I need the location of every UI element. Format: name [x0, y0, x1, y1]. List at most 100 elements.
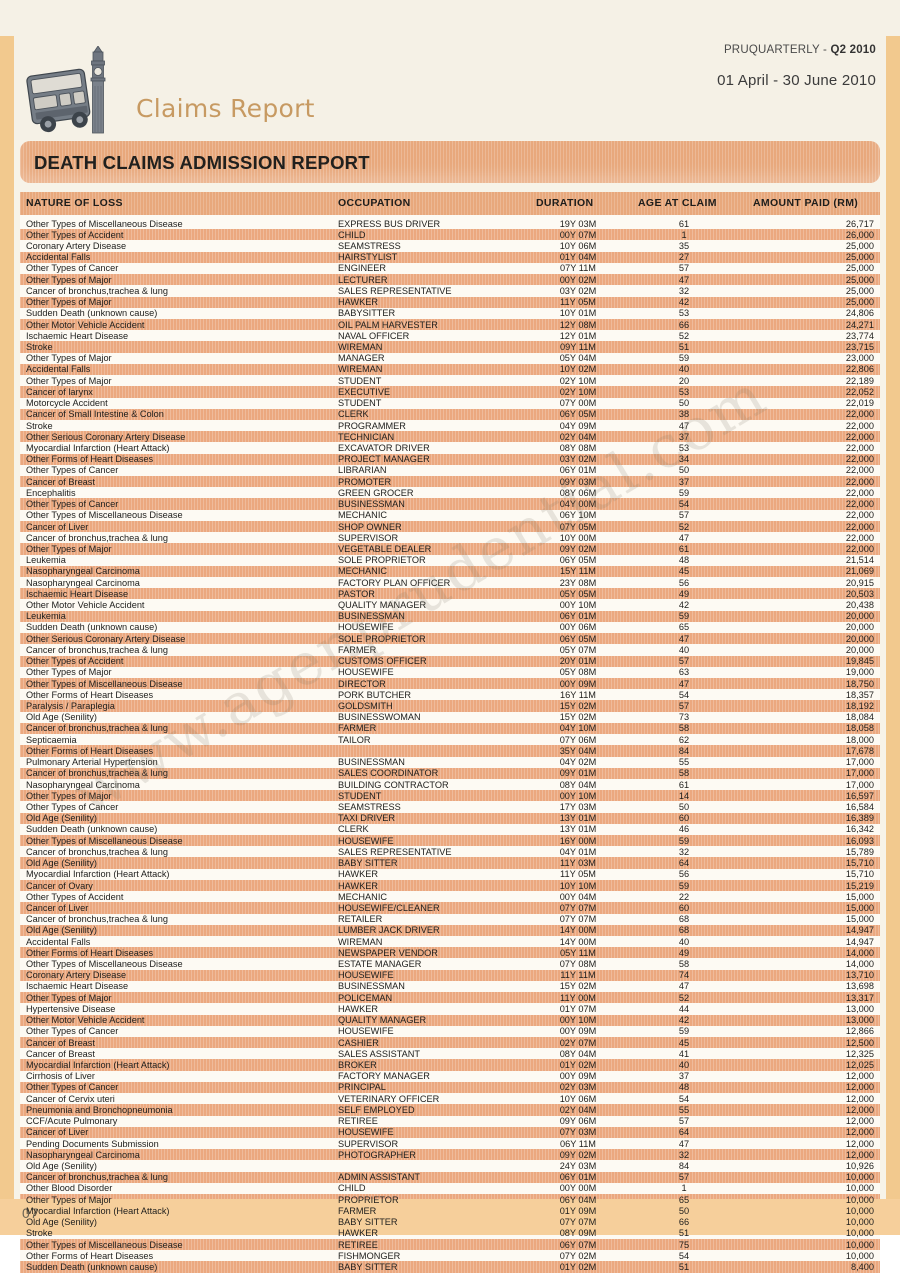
cell-age-at-claim: 52	[678, 330, 690, 341]
cell-duration: 10Y 10M	[559, 880, 597, 891]
london-bus-bigben-logo-icon	[22, 45, 132, 142]
cell-occupation: CUSTOMS OFFICER	[338, 656, 427, 667]
cell-amount-paid: 16,093	[845, 835, 874, 846]
cell-duration: 00Y 00M	[559, 1183, 597, 1194]
cell-nature-of-loss: Other Types of Major	[26, 274, 112, 285]
cell-duration: 05Y 04M	[559, 353, 597, 364]
cell-duration: 02Y 10M	[559, 375, 597, 386]
cell-amount-paid: 14,947	[845, 925, 874, 936]
cell-nature-of-loss: Leukemia	[26, 555, 66, 566]
cell-occupation: SALES ASSISTANT	[338, 1048, 421, 1059]
table-row: Nasopharyngeal Carcinoma PHOTOGRAPHER 09Y …	[20, 1149, 880, 1161]
cell-age-at-claim: 52	[678, 992, 690, 1003]
cell-age-at-claim: 51	[678, 342, 690, 352]
cell-age-at-claim: 40	[678, 364, 690, 375]
cell-duration: 10Y 06M	[559, 1093, 597, 1104]
cell-nature-of-loss: Other Types of Accident	[26, 891, 124, 902]
cell-amount-paid: 22,000	[845, 487, 874, 498]
cell-nature-of-loss: Stroke	[26, 342, 53, 352]
cell-age-at-claim: 34	[678, 454, 690, 465]
cell-amount-paid: 12,000	[845, 1149, 874, 1160]
cell-nature-of-loss: Cancer of Cervix uteri	[26, 1093, 115, 1104]
cell-amount-paid: 12,500	[845, 1037, 874, 1048]
cell-nature-of-loss: Cancer of Ovary	[26, 880, 93, 891]
cell-age-at-claim: 64	[678, 1127, 690, 1138]
cell-age-at-claim: 59	[678, 1026, 690, 1037]
cell-age-at-claim: 1	[681, 1183, 687, 1194]
cell-amount-paid: 22,000	[845, 543, 874, 554]
cell-age-at-claim: 52	[678, 521, 690, 532]
cell-duration: 07Y 05M	[559, 521, 597, 532]
table-row: Old Age (Senility) LUMBER JACK DRIVER 14Y …	[20, 924, 880, 937]
cell-occupation: CLERK	[338, 409, 369, 420]
table-row: Ischaemic Heart Disease NAVAL OFFICER 12Y …	[20, 330, 880, 342]
cell-amount-paid: 17,000	[845, 768, 874, 779]
cell-nature-of-loss: Sudden Death (unknown cause)	[26, 622, 158, 633]
cell-nature-of-loss: Other Serious Coronary Artery Disease	[26, 633, 186, 644]
cell-duration: 05Y 05M	[559, 588, 597, 599]
cell-occupation: OIL PALM HARVESTER	[338, 319, 438, 330]
cell-occupation: ADMIN ASSISTANT	[338, 1172, 421, 1183]
cell-occupation: CASHIER	[338, 1037, 379, 1048]
cell-amount-paid: 23,715	[845, 342, 874, 352]
cell-occupation: CLERK	[338, 824, 369, 835]
table-row: Accidental Falls WIREMAN 10Y 02M 40 22,806	[20, 363, 880, 376]
cell-amount-paid: 23,774	[845, 330, 874, 341]
table-row: Cancer of bronchus,trachea & lung ADMIN A…	[20, 1171, 880, 1184]
table-row: Nasopharyngeal Carcinoma MECHANIC 15Y 11M 4…	[20, 565, 880, 578]
table-row: Other Motor Vehicle Accident OIL PALM HAR…	[20, 318, 880, 331]
cell-age-at-claim: 51	[678, 1228, 690, 1239]
cell-nature-of-loss: Other Forms of Heart Diseases	[26, 454, 154, 465]
cell-occupation: GREEN GROCER	[338, 487, 414, 498]
cell-amount-paid: 21,514	[845, 555, 874, 566]
table-row: Hypertensive Disease HAWKER 01Y 07M 44 13,00…	[20, 1003, 880, 1015]
table-row: Other Types of Accident CHILD 00Y 07M 1 26,0…	[20, 229, 880, 241]
table-row: Other Forms of Heart Diseases PROJECT MAN…	[20, 453, 880, 466]
cell-amount-paid: 10,000	[845, 1172, 874, 1183]
table-row: Other Types of Major PROPRIETOR 06Y 04M 65 1…	[20, 1194, 880, 1206]
cell-age-at-claim: 57	[678, 1116, 690, 1127]
cell-occupation: CHILD	[338, 229, 366, 240]
footer-band	[0, 1199, 900, 1235]
cell-nature-of-loss: Cancer of bronchus,trachea & lung	[26, 285, 168, 296]
cell-nature-of-loss: Old Age (Senility)	[26, 712, 97, 723]
cell-amount-paid: 12,000	[845, 1104, 874, 1115]
cell-duration: 19Y 03M	[559, 218, 597, 229]
cell-age-at-claim: 54	[678, 689, 690, 700]
cell-amount-paid: 25,000	[845, 274, 874, 285]
cell-amount-paid: 12,325	[845, 1048, 874, 1059]
cell-age-at-claim: 65	[678, 1194, 690, 1205]
cell-age-at-claim: 68	[678, 925, 690, 936]
cell-duration: 08Y 04M	[559, 779, 597, 790]
table-row: Other Types of Cancer SEAMSTRESS 17Y 03M 50…	[20, 801, 880, 813]
cell-duration: 10Y 01M	[559, 308, 597, 319]
cell-amount-paid: 22,806	[845, 364, 874, 375]
cell-age-at-claim: 48	[678, 1082, 690, 1093]
cell-nature-of-loss: Other Types of Major	[26, 992, 112, 1003]
cell-nature-of-loss: Septicaemia	[26, 734, 77, 745]
table-row: Other Types of Miscellaneous Disease HOUS…	[20, 835, 880, 847]
cell-occupation: TAILOR	[338, 734, 371, 745]
report-period: 01 April - 30 June 2010	[717, 72, 876, 89]
cell-occupation: BUSINESSMAN	[338, 611, 405, 622]
cell-age-at-claim: 45	[678, 566, 690, 577]
cell-age-at-claim: 47	[678, 678, 690, 689]
cell-amount-paid: 12,000	[845, 1116, 874, 1127]
claims-table: NATURE OF LOSS OCCUPATION DURATION AGE A…	[20, 192, 880, 1273]
cell-nature-of-loss: Old Age (Senility)	[26, 1217, 97, 1228]
table-row: Stroke PROGRAMMER 04Y 09M 47 22,000	[20, 419, 880, 432]
table-row: Ischaemic Heart Disease PASTOR 05Y 05M 49 20…	[20, 588, 880, 600]
cell-occupation: LUMBER JACK DRIVER	[338, 925, 440, 936]
cell-duration: 07Y 02M	[559, 1250, 597, 1261]
cell-amount-paid: 20,000	[845, 622, 874, 633]
table-row: Cancer of bronchus,trachea & lung FARMER 0…	[20, 644, 880, 656]
table-row: Myocardial Infarction (Heart Attack) FARM…	[20, 1205, 880, 1217]
cell-age-at-claim: 64	[678, 858, 690, 869]
table-row: Cancer of bronchus,trachea & lung SALES R…	[20, 285, 880, 297]
cell-duration: 04Y 00M	[559, 499, 597, 510]
cell-nature-of-loss: Other Motor Vehicle Accident	[26, 600, 145, 611]
cell-amount-paid: 13,317	[845, 992, 874, 1003]
cell-age-at-claim: 42	[678, 1015, 690, 1026]
table-row: Other Types of Major STUDENT 00Y 10M 14 16,5…	[20, 790, 880, 802]
cell-amount-paid: 25,000	[845, 297, 874, 308]
